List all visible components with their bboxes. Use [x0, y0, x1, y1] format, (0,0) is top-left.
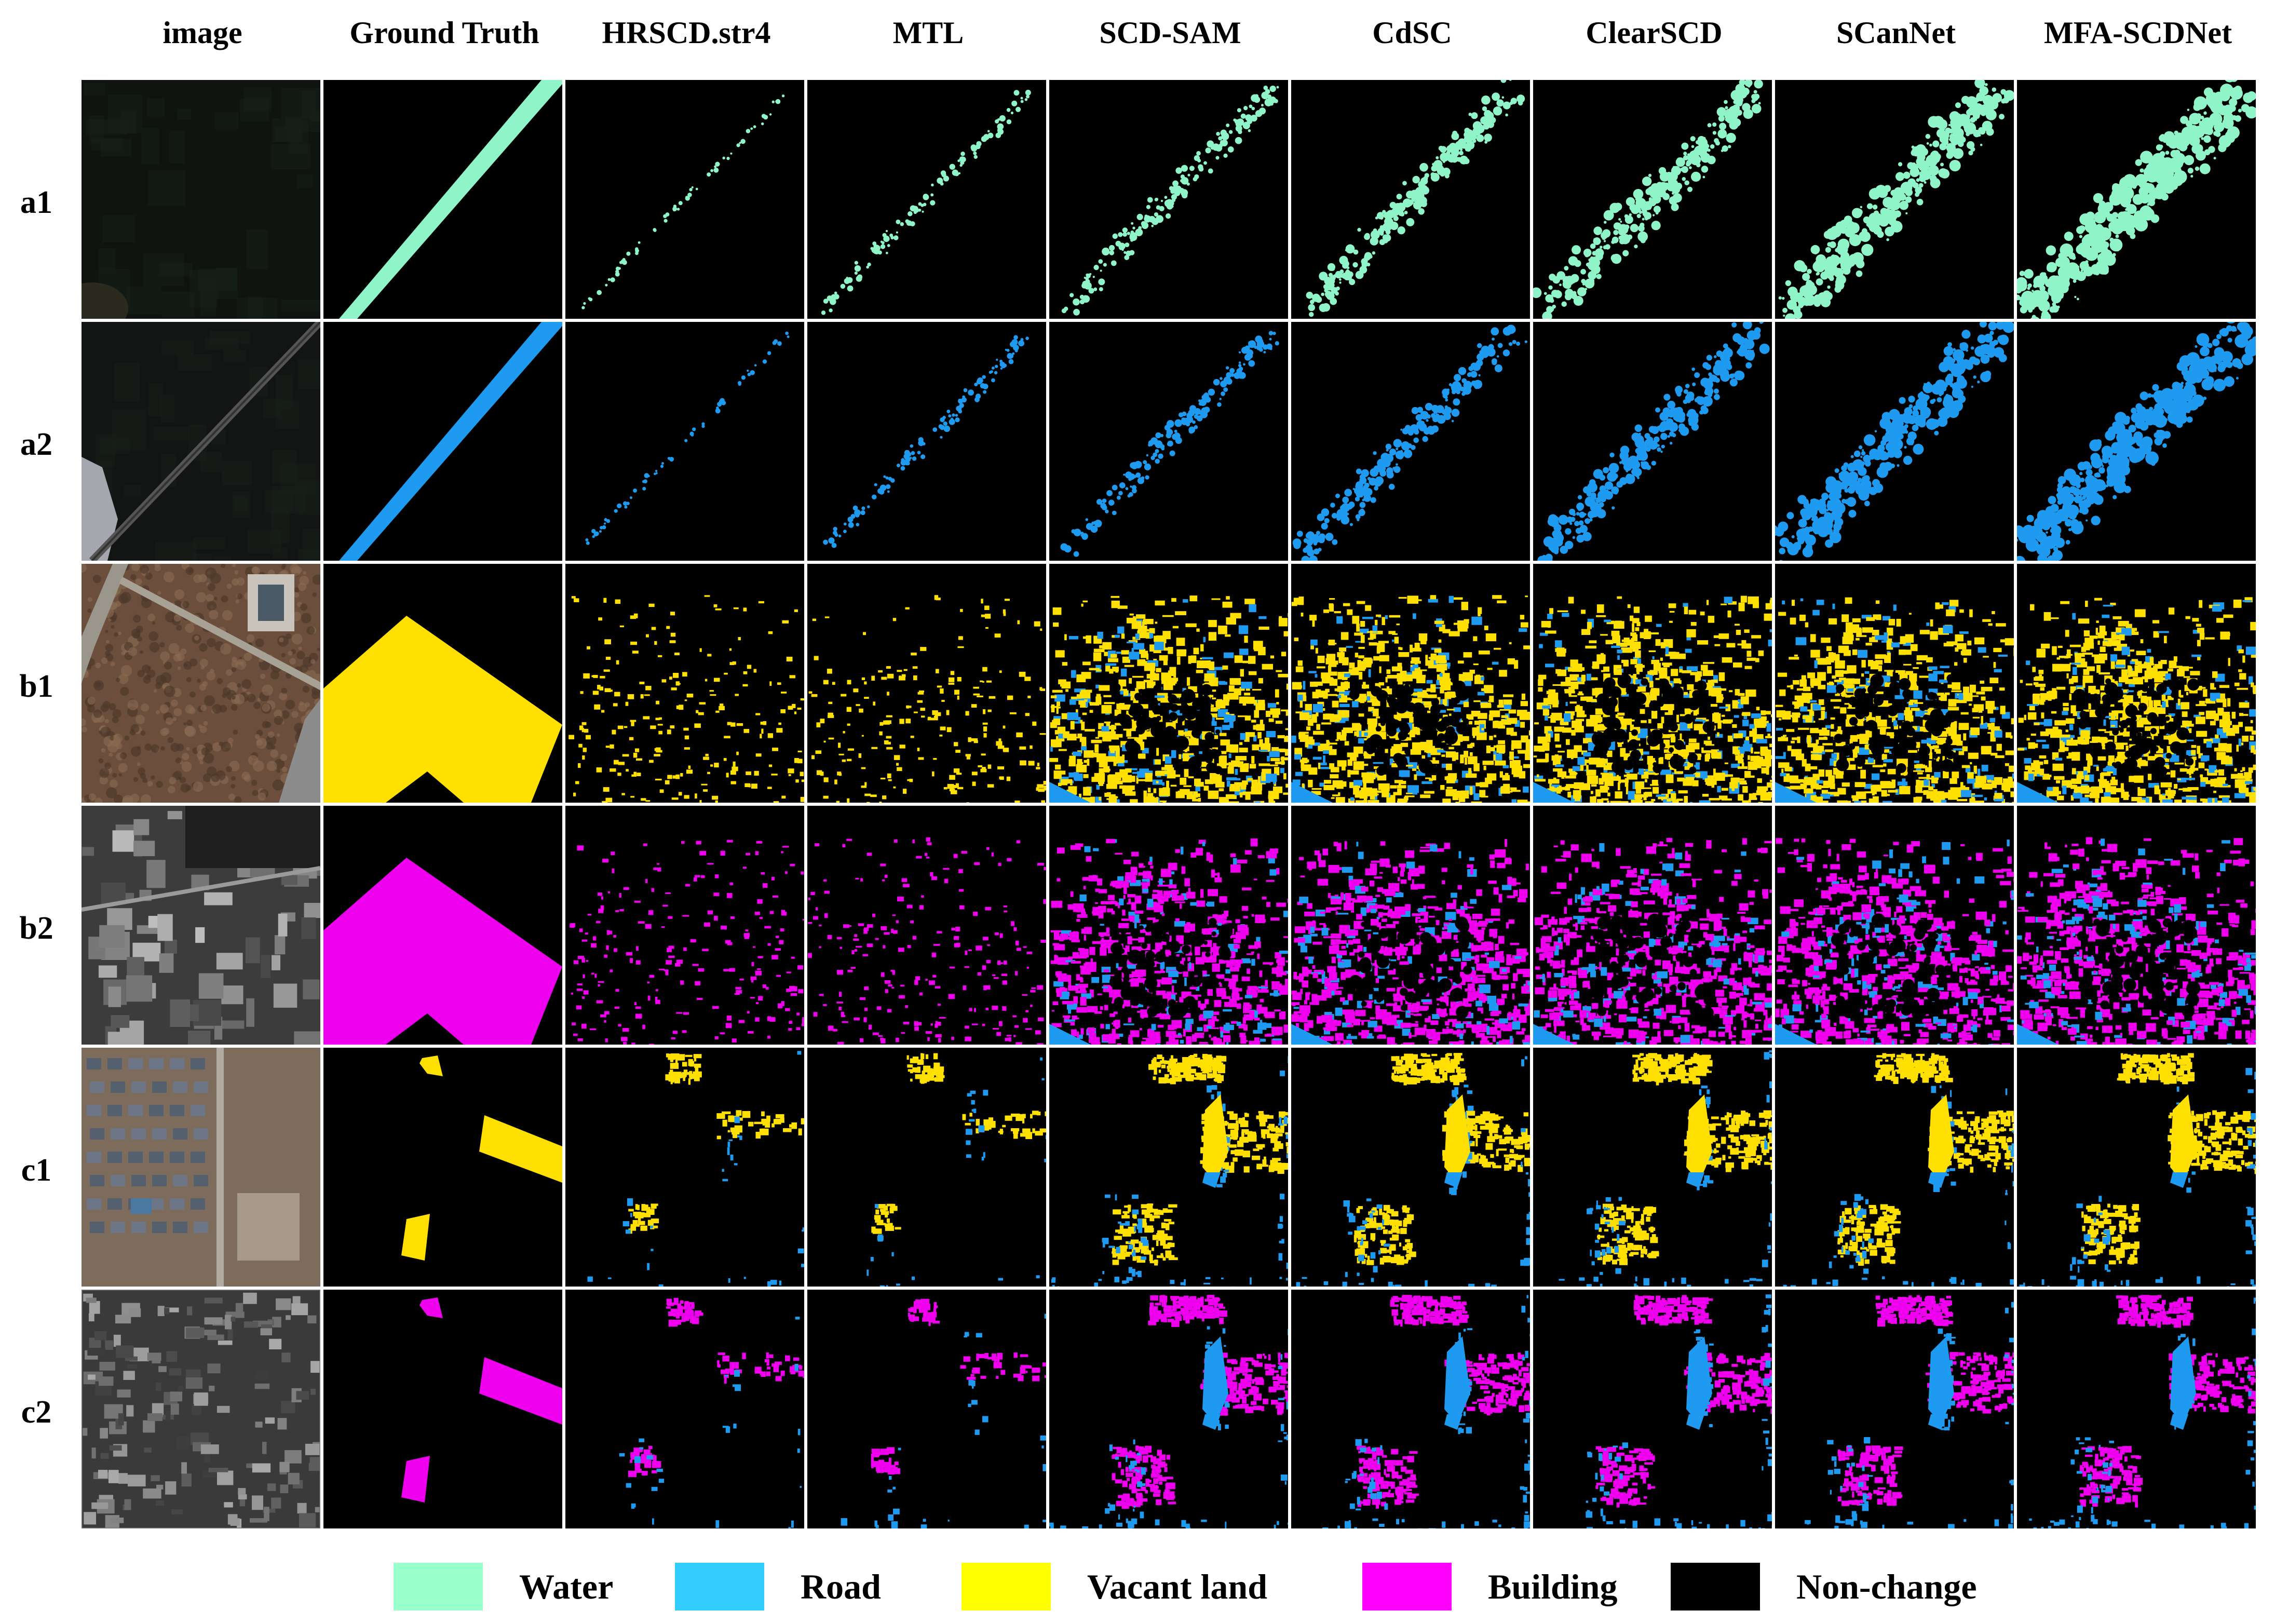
- tile-c2-scannet: [1775, 1290, 2014, 1528]
- tile-a1-image: [82, 80, 320, 319]
- column-header-mtl: MTL: [892, 15, 964, 50]
- tile-b1-scannet: [1775, 564, 2014, 803]
- tile-a2-mfa-scdnet: [2017, 322, 2256, 561]
- legend-swatch-vacant-land: [962, 1563, 1051, 1611]
- legend-label-water: Water: [519, 1566, 614, 1606]
- legend-label-road: Road: [801, 1566, 881, 1606]
- tile-a2-image: [82, 322, 320, 561]
- column-header-scd-sam: SCD-SAM: [1099, 15, 1241, 50]
- tile-b1-scd-sam: [1049, 564, 1288, 803]
- tile-b1-mtl: [807, 564, 1046, 803]
- row-label-c2: c2: [21, 1394, 52, 1430]
- tile-a2-clearscd: [1533, 322, 1772, 561]
- tile-a2-cdsc: [1291, 322, 1530, 561]
- tile-c2-image: [82, 1290, 320, 1528]
- tile-b1-mfa-scdnet: [2017, 564, 2256, 803]
- tile-b2-scannet: [1775, 806, 2014, 1045]
- tile-b1-cdsc: [1291, 564, 1530, 803]
- tile-a1-scannet: [1775, 80, 2014, 319]
- legend-item-non-change: Non-change: [1671, 1560, 1977, 1614]
- tile-c1-cdsc: [1291, 1048, 1530, 1287]
- row-label-a2: a2: [20, 426, 52, 462]
- tile-a2-ground-truth: [323, 322, 562, 561]
- tile-c1-mtl: [807, 1048, 1046, 1287]
- tile-c2-mtl: [807, 1290, 1046, 1528]
- tile-b1-image: [82, 564, 320, 803]
- legend-swatch-building: [1362, 1563, 1452, 1611]
- column-header-cdsc: CdSC: [1372, 15, 1452, 50]
- tile-b2-scd-sam: [1049, 806, 1288, 1045]
- column-header-scannet: SCanNet: [1836, 15, 1956, 50]
- tile-c2-ground-truth: [323, 1290, 562, 1528]
- legend-swatch-water: [394, 1563, 483, 1611]
- tile-b1-clearscd: [1533, 564, 1772, 803]
- tile-a2-scannet: [1775, 322, 2014, 561]
- tile-b2-cdsc: [1291, 806, 1530, 1045]
- column-header-mfa-scdnet: MFA-SCDNet: [2043, 15, 2232, 50]
- row-label-b2: b2: [19, 910, 53, 946]
- legend: Water Road Vacant land Building Non-chan…: [0, 1560, 2275, 1614]
- row-label-c1: c1: [21, 1152, 52, 1188]
- tile-a1-mfa-scdnet: [2017, 80, 2256, 319]
- tile-c1-clearscd: [1533, 1048, 1772, 1287]
- legend-swatch-road: [675, 1563, 764, 1611]
- tile-a2-hrscd-str4: [565, 322, 804, 561]
- tile-a2-scd-sam: [1049, 322, 1288, 561]
- tile-c2-hrscd-str4: [565, 1290, 804, 1528]
- tile-b1-ground-truth: [323, 564, 562, 803]
- column-header-ground-truth: Ground Truth: [349, 15, 539, 50]
- column-header-clearscd: ClearSCD: [1586, 15, 1723, 50]
- tile-c1-mfa-scdnet: [2017, 1048, 2256, 1287]
- legend-label-building: Building: [1488, 1566, 1618, 1606]
- tile-b2-hrscd-str4: [565, 806, 804, 1045]
- row-label-a1: a1: [20, 184, 52, 220]
- tile-c1-scannet: [1775, 1048, 2014, 1287]
- tile-a1-clearscd: [1533, 80, 1772, 319]
- column-header-image: image: [162, 15, 242, 50]
- tile-b2-ground-truth: [323, 806, 562, 1045]
- legend-label-vacant-land: Vacant land: [1087, 1566, 1268, 1606]
- tile-b2-clearscd: [1533, 806, 1772, 1045]
- tile-a1-scd-sam: [1049, 80, 1288, 319]
- tile-c2-cdsc: [1291, 1290, 1530, 1528]
- tile-c2-clearscd: [1533, 1290, 1772, 1528]
- tile-b2-image: [82, 806, 320, 1045]
- tile-a2-mtl: [807, 322, 1046, 561]
- tile-c2-scd-sam: [1049, 1290, 1288, 1528]
- tile-a1-ground-truth: [323, 80, 562, 319]
- tile-b1-hrscd-str4: [565, 564, 804, 803]
- row-label-b1: b1: [19, 668, 53, 704]
- tile-c1-image: [82, 1048, 320, 1287]
- tile-a1-cdsc: [1291, 80, 1530, 319]
- legend-item-vacant-land: Vacant land: [962, 1560, 1267, 1614]
- tile-c2-mfa-scdnet: [2017, 1290, 2256, 1528]
- column-header-hrscd-str4: HRSCD.str4: [602, 15, 771, 50]
- tile-c1-hrscd-str4: [565, 1048, 804, 1287]
- legend-item-building: Building: [1362, 1560, 1618, 1614]
- legend-item-road: Road: [675, 1560, 881, 1614]
- legend-swatch-non-change: [1671, 1563, 1760, 1611]
- tile-a1-mtl: [807, 80, 1046, 319]
- tile-c1-scd-sam: [1049, 1048, 1288, 1287]
- legend-label-non-change: Non-change: [1796, 1566, 1977, 1606]
- tile-b2-mtl: [807, 806, 1046, 1045]
- tile-a1-hrscd-str4: [565, 80, 804, 319]
- legend-item-water: Water: [394, 1560, 613, 1614]
- tile-c1-ground-truth: [323, 1048, 562, 1287]
- tile-b2-mfa-scdnet: [2017, 806, 2256, 1045]
